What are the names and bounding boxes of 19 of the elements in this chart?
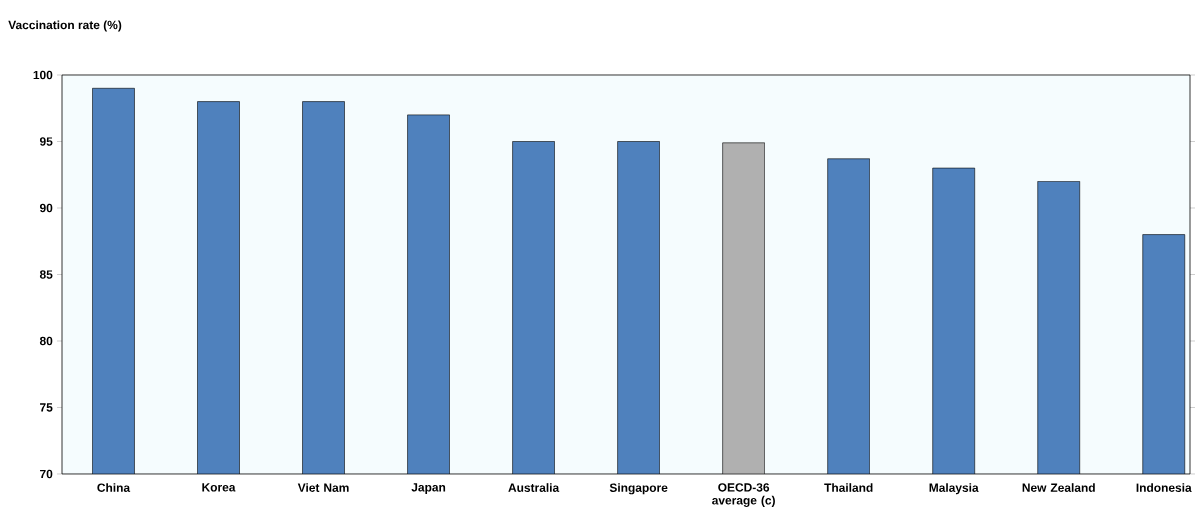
x-tick-label: OECD-36 average (c) xyxy=(712,483,775,507)
x-tick-label: China xyxy=(97,483,131,492)
y-tick-label: 70 xyxy=(40,469,53,479)
x-tick-label: Singapore xyxy=(609,483,668,495)
x-tick-label: Viet Nam xyxy=(297,483,349,492)
x-tick-label: New Zealand xyxy=(1022,483,1095,492)
y-tick-label: 95 xyxy=(39,137,53,146)
x-tick-label: Malaysia xyxy=(929,483,979,495)
y-axis-title: Vaccination rate (%) xyxy=(8,20,122,32)
y-tick-label: 90 xyxy=(39,203,53,213)
x-tick-label: Japan xyxy=(411,483,446,494)
x-tick-label: Thailand xyxy=(824,483,873,492)
x-tick-label: Korea xyxy=(202,483,236,492)
y-tick-label: 100 xyxy=(33,70,53,80)
y-tick-label: 80 xyxy=(39,336,53,346)
x-tick-label: Australia xyxy=(508,483,560,492)
y-tick-label: 75 xyxy=(40,403,53,412)
y-tick-label: 85 xyxy=(39,270,53,279)
x-tick-label: Indonesia xyxy=(1136,483,1192,492)
